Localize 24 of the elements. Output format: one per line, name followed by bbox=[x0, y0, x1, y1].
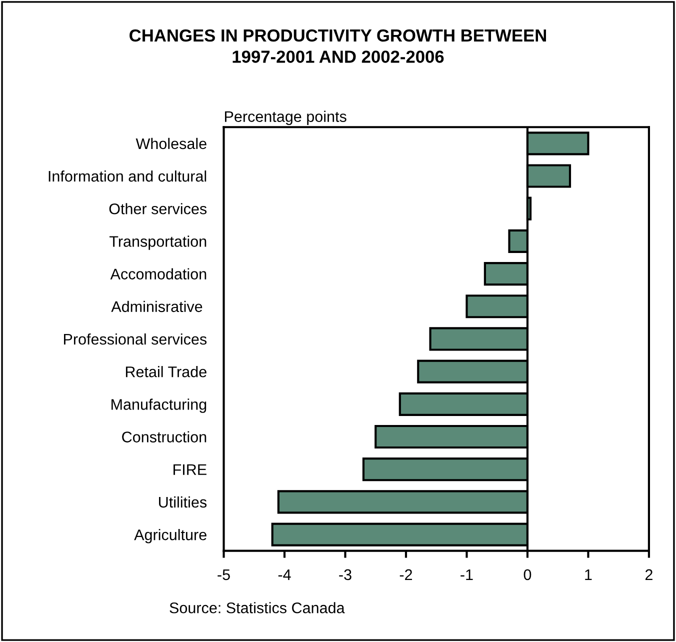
y-tick-label: Adminisrative bbox=[111, 300, 202, 312]
y-tick-label: Professional services bbox=[64, 333, 207, 345]
x-tick-label: 1 bbox=[585, 569, 592, 580]
y-tick-label: Utilities bbox=[159, 496, 207, 508]
y-tick-label: FIRE bbox=[174, 464, 206, 475]
x-tick-label: -5 bbox=[218, 569, 230, 580]
y-tick-label: Transportation bbox=[110, 236, 206, 250]
y-tick-label: Construction bbox=[122, 431, 206, 442]
x-tick-label: -1 bbox=[460, 569, 473, 580]
chart-title: CHANGES IN PRODUCTIVITY GROWTH BETWEEN 1997-2001 AND 2002-2006 bbox=[130, 29, 546, 63]
y-tick-label: Agriculture bbox=[134, 529, 206, 544]
x-tick-label: -4 bbox=[278, 569, 291, 580]
y-tick-label: Wholesale bbox=[136, 138, 206, 150]
x-tick-label: 0 bbox=[524, 569, 532, 580]
y-tick-label: Accomodation bbox=[110, 268, 206, 280]
y-tick-label: Other services bbox=[109, 203, 207, 214]
y-tick-label: Manufacturing bbox=[112, 398, 206, 413]
x-tick-label: -3 bbox=[339, 569, 352, 580]
source-note: Source: Statistics Canada bbox=[170, 602, 345, 614]
y-tick-label: Information and cultural bbox=[48, 170, 206, 182]
y-tick-label: Retail Trade bbox=[126, 366, 206, 378]
x-tick-label: -2 bbox=[400, 569, 412, 580]
x-tick-label: 2 bbox=[645, 569, 652, 580]
x-axis-title: Percentage points bbox=[225, 110, 346, 125]
